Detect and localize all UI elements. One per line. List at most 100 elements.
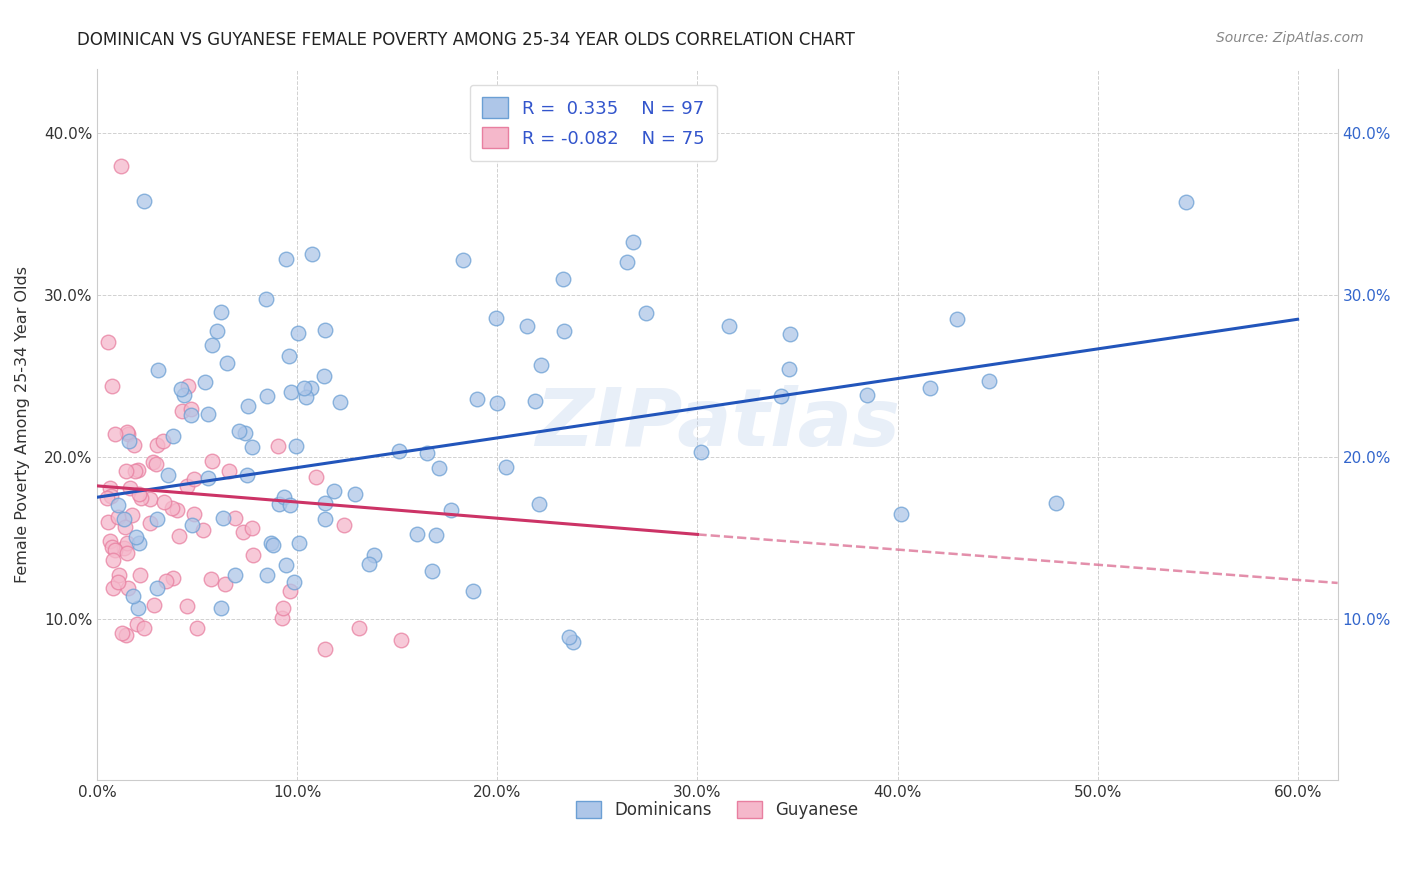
Point (173, 387, 195, 401)
Point (267, 439, 290, 453)
Point (117, 426, 139, 441)
Point (197, 471, 219, 485)
Point (271, 601, 294, 615)
Point (495, 460, 517, 475)
Point (194, 375, 217, 389)
Point (285, 439, 308, 453)
Point (186, 621, 208, 635)
Point (416, 446, 439, 460)
Point (201, 338, 224, 352)
Text: DOMINICAN VS GUYANESE FEMALE POVERTY AMONG 25-34 YEAR OLDS CORRELATION CHART: DOMINICAN VS GUYANESE FEMALE POVERTY AMO… (77, 31, 855, 49)
Point (118, 481, 141, 495)
Point (485, 396, 508, 410)
Point (107, 574, 129, 589)
Point (146, 512, 169, 526)
Point (124, 464, 146, 478)
Point (103, 542, 125, 557)
Point (96, 491, 118, 506)
Point (166, 503, 188, 517)
Point (207, 324, 229, 338)
Point (305, 470, 328, 484)
Point (551, 271, 574, 285)
Point (125, 530, 148, 544)
Point (179, 401, 201, 416)
Point (485, 311, 508, 326)
Point (977, 374, 1000, 388)
Point (292, 381, 315, 395)
Point (301, 247, 323, 261)
Point (115, 628, 138, 642)
Point (717, 319, 740, 334)
Point (314, 641, 336, 656)
Point (236, 468, 259, 483)
Point (233, 425, 256, 440)
Point (107, 567, 129, 582)
Point (616, 255, 638, 269)
Point (527, 497, 550, 511)
Point (201, 454, 224, 468)
Point (465, 392, 488, 407)
Point (138, 516, 160, 530)
Point (523, 393, 546, 408)
Point (621, 235, 644, 250)
Point (139, 491, 162, 506)
Point (918, 381, 941, 395)
Point (209, 600, 232, 615)
Point (101, 541, 124, 555)
Point (232, 525, 254, 540)
Text: Source: ZipAtlas.com: Source: ZipAtlas.com (1216, 31, 1364, 45)
Point (214, 577, 236, 591)
Point (562, 635, 585, 649)
Point (129, 491, 152, 505)
Point (101, 379, 124, 393)
Point (240, 440, 263, 454)
Point (197, 407, 219, 421)
Y-axis label: Female Poverty Among 25-34 Year Olds: Female Poverty Among 25-34 Year Olds (15, 266, 30, 582)
Point (690, 444, 713, 458)
Point (276, 252, 298, 266)
Point (98, 534, 121, 549)
Point (127, 617, 149, 632)
Point (156, 468, 179, 483)
Point (516, 318, 538, 333)
Point (115, 465, 138, 479)
Point (112, 511, 135, 525)
Point (427, 461, 450, 475)
Point (127, 463, 149, 477)
Point (170, 404, 193, 418)
Point (224, 510, 246, 524)
Point (193, 523, 215, 537)
Point (357, 557, 380, 571)
Point (97, 515, 120, 529)
Point (288, 536, 311, 550)
Point (98, 481, 121, 495)
Point (890, 507, 912, 521)
Point (557, 631, 579, 645)
Point (278, 349, 301, 363)
Point (388, 443, 411, 458)
Point (128, 487, 150, 501)
Point (177, 379, 200, 393)
Point (267, 497, 290, 511)
Point (104, 426, 127, 441)
Point (121, 590, 143, 604)
Point (314, 512, 336, 526)
Point (314, 368, 336, 383)
Point (224, 568, 246, 582)
Point (107, 510, 129, 524)
Point (115, 546, 138, 560)
Point (440, 503, 463, 517)
Point (121, 508, 143, 523)
Point (200, 572, 222, 586)
Point (129, 567, 152, 582)
Point (143, 598, 166, 612)
Point (242, 548, 264, 562)
Point (145, 457, 167, 471)
Point (420, 564, 443, 578)
Legend: Dominicans, Guyanese: Dominicans, Guyanese (569, 794, 865, 825)
Point (101, 553, 124, 567)
Point (118, 434, 141, 448)
Point (107, 499, 129, 513)
Point (114, 520, 136, 534)
Point (134, 194, 156, 208)
